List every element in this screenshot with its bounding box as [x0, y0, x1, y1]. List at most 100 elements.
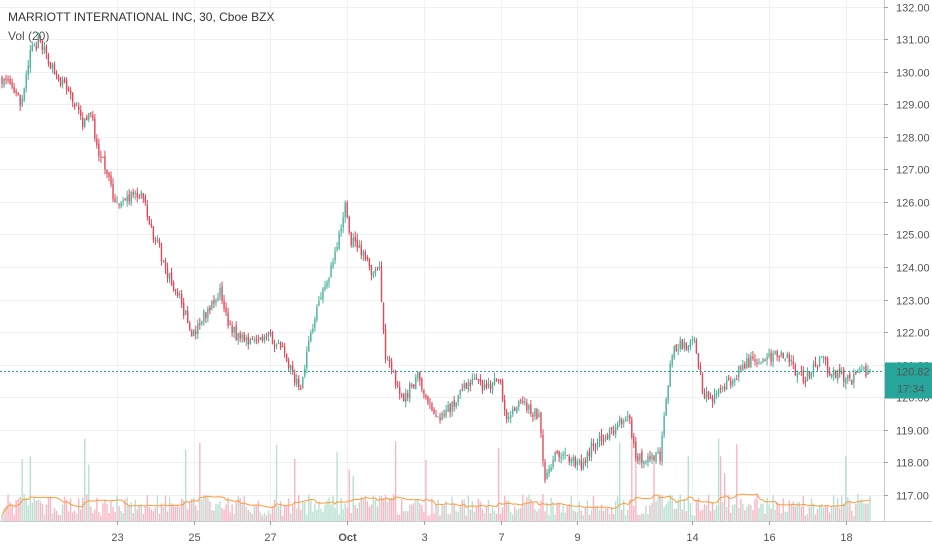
candle-body	[164, 260, 167, 269]
candle-body	[514, 407, 516, 412]
volume-bar	[574, 511, 576, 521]
volume-bar	[41, 504, 44, 521]
volume-bar	[744, 510, 746, 521]
candle-body	[675, 344, 677, 351]
candle-body	[80, 109, 82, 117]
volume-bar	[554, 514, 556, 521]
candle-body	[257, 339, 260, 341]
volume-bar	[277, 505, 280, 521]
candle-body	[380, 266, 383, 302]
volume-bar	[419, 503, 421, 521]
candle-body	[170, 272, 173, 285]
candle-body	[191, 330, 193, 337]
volume-bar	[354, 504, 356, 521]
volume-bar	[225, 504, 227, 521]
volume-bar	[713, 509, 716, 521]
volume-bar	[546, 502, 548, 521]
candle-body	[251, 338, 254, 340]
volume-bar	[493, 510, 496, 521]
symbol-title[interactable]: MARRIOTT INTERNATIONAL INC, 30, Cboe BZX	[8, 10, 275, 24]
volume-bar	[865, 503, 867, 521]
volume-indicator-label[interactable]: Vol (20)	[8, 29, 50, 43]
volume-bar	[170, 503, 173, 521]
volume-bar	[802, 496, 805, 521]
candle-body	[574, 457, 576, 467]
volume-bar	[705, 505, 708, 521]
volume-bar	[461, 499, 463, 521]
candle-body	[300, 388, 302, 391]
y-tick-label: 129.00	[896, 100, 930, 112]
candle-body	[578, 460, 581, 462]
candle-body	[701, 373, 704, 394]
candle-body	[302, 377, 304, 389]
volume-bar	[499, 513, 502, 521]
candle-body	[439, 417, 441, 421]
price-badge: 120.82 17:34	[885, 362, 932, 399]
volume-bar	[390, 498, 393, 521]
volume-bar	[233, 513, 235, 521]
volume-bar	[314, 503, 316, 521]
volume-bar	[51, 513, 54, 521]
volume-bar	[788, 500, 790, 521]
candle-body	[637, 456, 639, 461]
volume-bar	[245, 507, 247, 521]
volume-bar	[94, 509, 96, 521]
candle-body	[683, 341, 685, 349]
volume-bar	[211, 509, 213, 521]
volume-bar	[524, 503, 526, 521]
candle-body	[590, 442, 593, 458]
volume-bar	[392, 494, 395, 521]
volume-bar	[322, 512, 324, 521]
volume-bar	[261, 515, 264, 521]
volume-bar	[142, 514, 145, 521]
volume-bar	[633, 505, 635, 521]
candle-body	[338, 232, 340, 249]
volume-bar	[128, 505, 130, 521]
volume-bar	[104, 499, 106, 521]
volume-bar	[312, 511, 314, 521]
volume-bar	[822, 507, 825, 521]
candle-body	[263, 336, 266, 341]
candle-body	[394, 371, 397, 386]
volume-bar	[223, 509, 225, 521]
candle-body	[21, 98, 23, 106]
volume-bar	[360, 496, 363, 521]
candle-body	[92, 115, 94, 120]
candle-body	[489, 384, 492, 390]
candle-body	[154, 239, 157, 241]
volume-bar	[217, 504, 219, 521]
volume-bar	[671, 495, 673, 521]
volume-bar	[693, 515, 696, 521]
candle-body	[598, 435, 601, 445]
candle-body	[17, 92, 19, 96]
volume-bar	[544, 511, 546, 521]
candle-body	[273, 345, 276, 347]
volume-bar	[425, 459, 427, 521]
volume-bar	[150, 509, 153, 521]
candle-body	[269, 332, 272, 335]
time-axis[interactable]: 23 25 27 Oct 3 7 9 14 16 18	[111, 521, 853, 544]
candle-body	[57, 75, 60, 80]
volume-bar	[102, 503, 104, 521]
candle-body	[715, 393, 718, 396]
candle-body	[483, 384, 486, 389]
volume-bar	[37, 499, 40, 521]
candle-body	[627, 416, 629, 418]
volume-bar	[340, 498, 342, 521]
candle-body	[5, 78, 7, 80]
volume-bar	[459, 505, 461, 521]
volume-bar	[31, 502, 33, 521]
volume-bar	[45, 504, 48, 521]
candle-body	[713, 393, 716, 403]
candle-body	[631, 419, 633, 438]
volume-bar	[598, 510, 601, 521]
candle-body	[867, 370, 869, 375]
candle-body	[451, 401, 453, 411]
candle-body	[443, 414, 445, 416]
volume-bar	[814, 514, 817, 521]
volume-bar	[740, 499, 742, 521]
candle-body	[725, 380, 728, 390]
candle-body	[213, 299, 215, 304]
